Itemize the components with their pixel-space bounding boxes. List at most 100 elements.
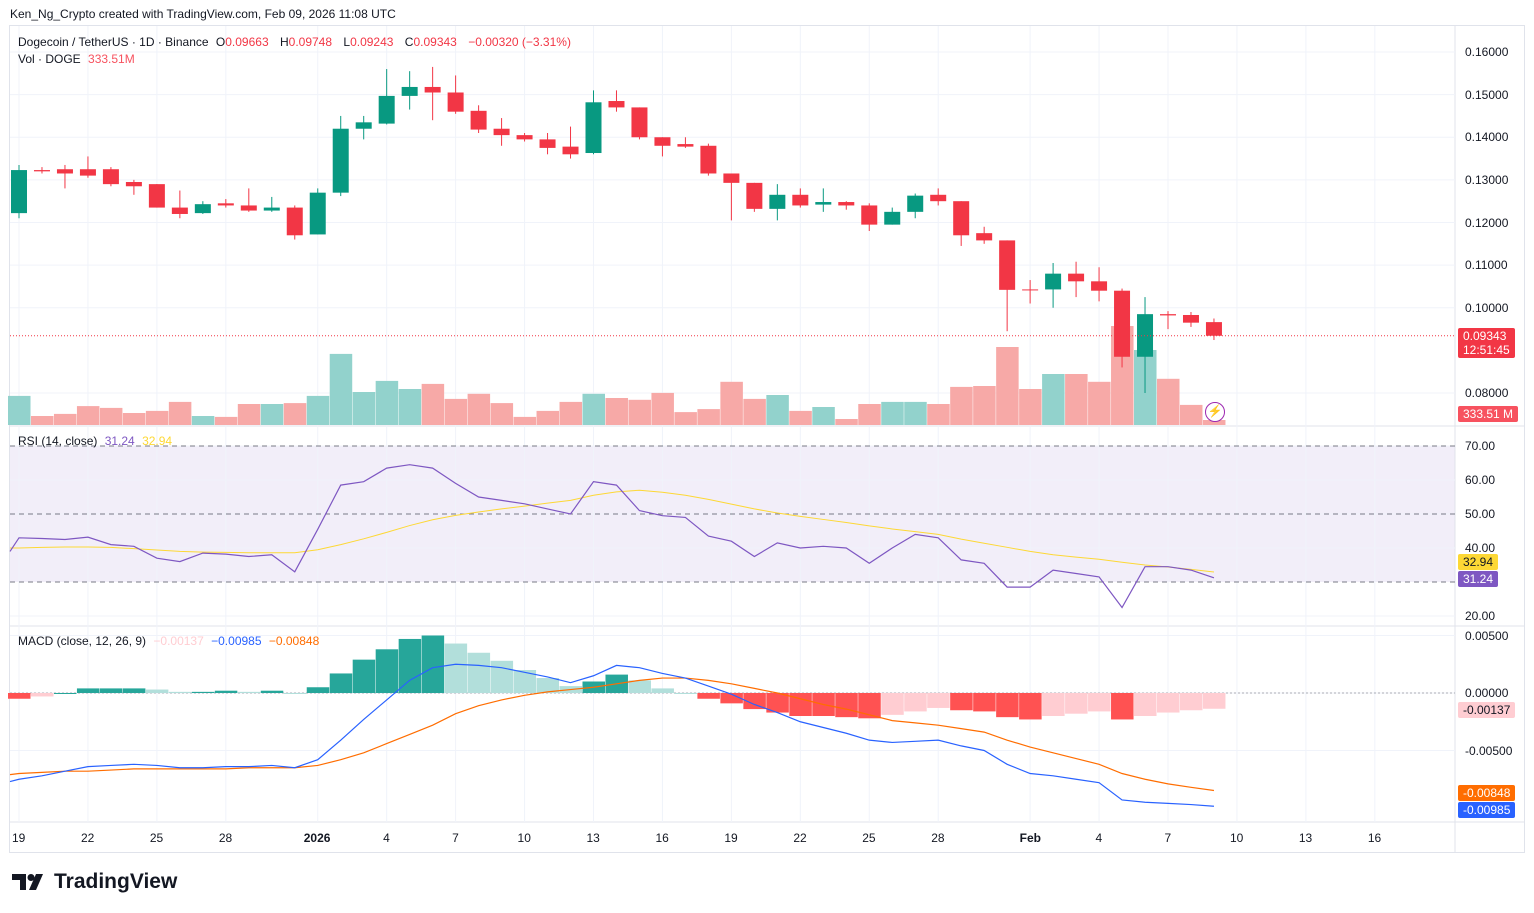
macd-histogram-bar xyxy=(53,693,77,694)
rsi-tick-label: 20.00 xyxy=(1465,609,1496,623)
macd-histogram-bar xyxy=(1019,693,1042,720)
rsi-ma-line xyxy=(10,489,1215,573)
candle-body xyxy=(608,101,625,108)
macd-histogram-bar xyxy=(375,649,399,693)
price-tick-label: 0.16000 xyxy=(1465,45,1509,59)
rsi-legend: RSI (14, close) 31.24 32.94 xyxy=(18,434,176,448)
macd-histogram-bar xyxy=(1134,693,1157,716)
macd-histogram-bar xyxy=(421,635,445,693)
macd-histogram-bar xyxy=(490,660,514,693)
macd-histogram-bar xyxy=(835,693,858,718)
volume-bar xyxy=(697,409,720,425)
volume-bar xyxy=(628,399,651,425)
price-tick-label: 0.12000 xyxy=(1465,215,1509,230)
x-tick-label: Feb xyxy=(1019,831,1041,845)
macd-histogram-bar xyxy=(743,693,766,710)
macd-histogram-bar xyxy=(674,693,697,694)
candle-body xyxy=(447,92,464,112)
volume-bar xyxy=(99,407,123,425)
open-value: 0.09663 xyxy=(225,35,269,49)
volume-bar xyxy=(260,404,284,425)
volume-bar xyxy=(674,412,697,425)
candle-body xyxy=(953,201,970,236)
bar-countdown: 12:51:45 xyxy=(1463,343,1510,357)
candle-body xyxy=(332,128,349,193)
volume-bar xyxy=(375,380,399,425)
candle-body xyxy=(217,203,234,206)
candle-body xyxy=(1022,289,1039,291)
candle-body xyxy=(401,86,418,96)
high-label: H xyxy=(279,35,289,49)
candle-body xyxy=(171,207,188,214)
logo-text: TradingView xyxy=(54,870,178,893)
tradingview-logo[interactable]: TradingView xyxy=(12,870,177,894)
volume-bar xyxy=(835,419,858,425)
macd-line xyxy=(9,663,1215,807)
candle-body xyxy=(884,211,901,225)
volume-bar xyxy=(490,403,514,425)
candle-body xyxy=(838,202,855,206)
macd-signal-line xyxy=(9,677,1215,792)
macd-histogram-bar xyxy=(513,670,537,693)
price-tick-label: 0.15000 xyxy=(1465,87,1509,102)
macd-histogram-bar xyxy=(1065,693,1088,714)
candle-body xyxy=(355,122,372,129)
macd-histogram-bar xyxy=(904,693,927,712)
macd-histogram-bar xyxy=(927,693,950,708)
x-tick-label: 10 xyxy=(1229,831,1244,845)
rsi-label[interactable]: RSI (14, close) xyxy=(18,434,98,448)
volume-bar xyxy=(881,401,904,425)
x-tick-label: 2026 xyxy=(303,831,331,845)
macd-histogram-bar xyxy=(306,687,330,693)
macd-histogram-bar xyxy=(1179,693,1203,711)
x-tick-label: 25 xyxy=(862,831,876,845)
macd-histogram-bar xyxy=(766,693,789,713)
candle-body xyxy=(792,194,809,206)
candle-body xyxy=(263,207,280,211)
candle-body xyxy=(562,146,579,155)
volume-bar xyxy=(559,401,583,425)
macd-histogram-bar xyxy=(536,678,560,693)
candle-body xyxy=(1091,281,1108,291)
volume-bar xyxy=(122,413,146,425)
candle-body xyxy=(1045,273,1062,290)
symbol-title[interactable]: Dogecoin / TetherUS · 1D · Binance xyxy=(18,35,209,49)
rsi-ma-value: 32.94 xyxy=(142,434,173,448)
macd-histogram-bar xyxy=(1157,693,1180,713)
rsi-ma-badge: 32.94 xyxy=(1458,554,1499,570)
volume-bar xyxy=(237,404,261,425)
macd-histogram-bar xyxy=(398,638,422,693)
rsi-tick-label: 40.00 xyxy=(1465,541,1496,555)
x-tick-label: 13 xyxy=(586,831,600,845)
low-label: L xyxy=(343,35,351,49)
price-tick-label: 0.11000 xyxy=(1465,258,1508,273)
volume-bar xyxy=(812,407,835,425)
candle-body xyxy=(516,135,533,140)
lightning-icon[interactable]: ⚡ xyxy=(1205,402,1225,422)
macd-histogram-bar xyxy=(651,688,674,693)
price-tick-label: 0.14000 xyxy=(1465,130,1509,145)
volume-bar xyxy=(8,395,31,425)
macd-tick-label: -0.00500 xyxy=(1465,743,1513,758)
macd-label[interactable]: MACD (close, 12, 26, 9) xyxy=(18,634,147,648)
macd-legend: MACD (close, 12, 26, 9) −0.00137 −0.0098… xyxy=(18,634,323,648)
last-price-badge: 0.09343 12:51:45 xyxy=(1458,328,1515,358)
candle-body xyxy=(493,128,510,136)
rsi-tick-label: 50.00 xyxy=(1465,507,1496,521)
x-tick-label: 16 xyxy=(1367,831,1382,845)
volume-bar xyxy=(306,395,330,425)
candle-body xyxy=(677,144,694,147)
volume-bar xyxy=(76,406,100,425)
candle-body xyxy=(1114,290,1131,357)
x-tick-label: 28 xyxy=(218,831,233,845)
macd-histogram-bar xyxy=(881,693,904,715)
volume-bar xyxy=(1157,378,1180,425)
candle-body xyxy=(102,169,119,185)
volume-label[interactable]: Vol · DOGE xyxy=(18,52,81,66)
volume-bar xyxy=(467,393,491,425)
rsi-value: 31.24 xyxy=(104,434,135,448)
macd-hist-badge: -0.00137 xyxy=(1458,702,1516,718)
macd-tick-label: 0.00000 xyxy=(1465,686,1509,700)
x-tick-label: 25 xyxy=(149,831,164,845)
